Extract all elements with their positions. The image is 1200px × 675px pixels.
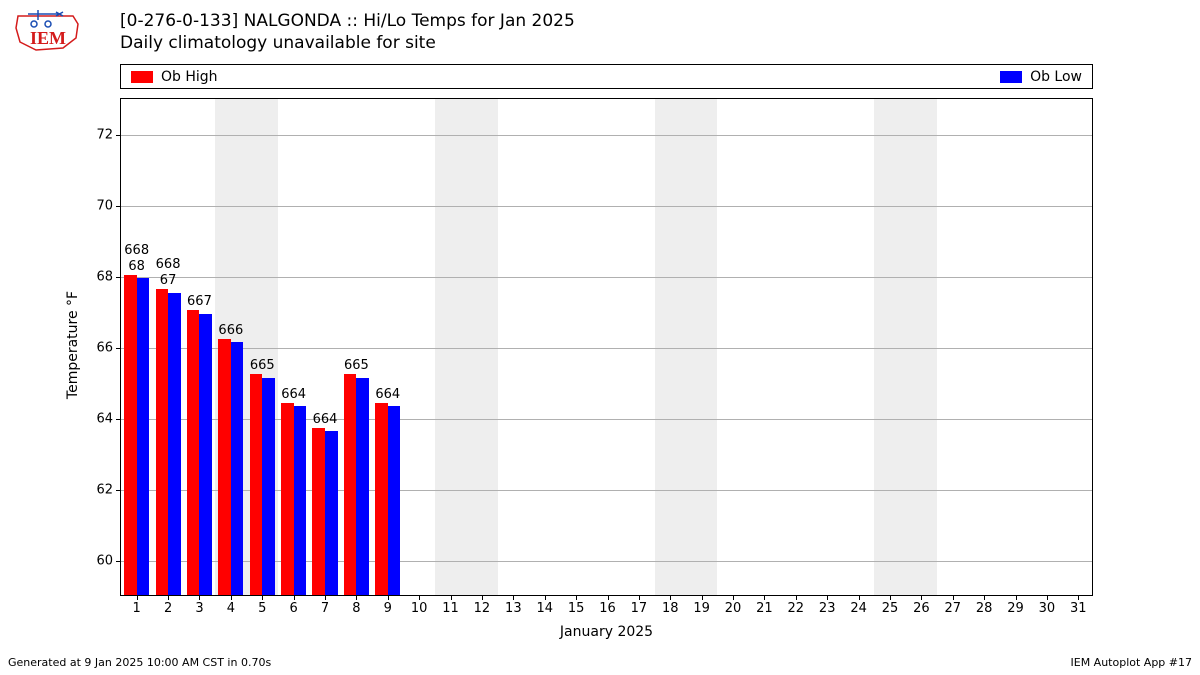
xtick-mark <box>733 595 734 600</box>
bar-low <box>199 314 212 595</box>
xtick-mark <box>859 595 860 600</box>
ytick-mark <box>116 135 121 136</box>
bar-high <box>375 403 388 595</box>
title-line-2: Daily climatology unavailable for site <box>120 32 575 54</box>
bar-high <box>187 310 200 595</box>
swatch-low <box>1000 71 1022 83</box>
bar-value-label: 667 <box>187 294 212 309</box>
bar-low <box>262 378 275 595</box>
bar-low <box>137 278 150 595</box>
xtick-mark <box>1078 595 1079 600</box>
footer-app: IEM Autoplot App #17 <box>1071 656 1193 669</box>
bar-high <box>250 374 263 595</box>
xtick-mark <box>639 595 640 600</box>
xtick-mark <box>199 595 200 600</box>
legend: Ob High Ob Low <box>120 64 1093 89</box>
bar-high <box>124 275 137 595</box>
ytick-mark <box>116 206 121 207</box>
xtick-mark <box>796 595 797 600</box>
ytick-mark <box>116 561 121 562</box>
bar-value-label: 664 <box>281 387 306 402</box>
bar-value-label: 666 <box>218 323 243 338</box>
bar-value-label: 67 <box>160 273 177 288</box>
xtick-mark <box>576 595 577 600</box>
gridline <box>121 348 1092 349</box>
bar-value-label: 68 <box>128 259 145 274</box>
xtick-mark <box>325 595 326 600</box>
y-axis-label: Temperature °F <box>65 291 81 399</box>
xtick-mark <box>356 595 357 600</box>
ytick-mark <box>116 419 121 420</box>
svg-text:IEM: IEM <box>30 28 66 48</box>
bar-low <box>356 378 369 595</box>
ytick-mark <box>116 490 121 491</box>
xtick-mark <box>294 595 295 600</box>
bar-low <box>168 293 181 595</box>
title-line-1: [0-276-0-133] NALGONDA :: Hi/Lo Temps fo… <box>120 10 575 32</box>
bar-high <box>281 403 294 595</box>
bar-value-label: 664 <box>375 387 400 402</box>
x-axis-label: January 2025 <box>120 624 1093 640</box>
gridline <box>121 277 1092 278</box>
bar-value-label: 668 <box>124 243 149 258</box>
xtick-mark <box>482 595 483 600</box>
bar-low <box>294 406 307 595</box>
xtick-mark <box>670 595 671 600</box>
ytick-mark <box>116 277 121 278</box>
xtick-mark <box>1047 595 1048 600</box>
xtick-mark <box>168 595 169 600</box>
bar-value-label: 665 <box>250 358 275 373</box>
xtick-mark <box>608 595 609 600</box>
footer-generated: Generated at 9 Jan 2025 10:00 AM CST in … <box>8 656 271 669</box>
xtick-mark <box>1016 595 1017 600</box>
bar-high <box>156 289 169 595</box>
bar-low <box>231 342 244 595</box>
plot-area: 6062646668707212345678910111213141516171… <box>120 98 1093 596</box>
xtick-mark <box>388 595 389 600</box>
bar-high <box>218 339 231 595</box>
xtick-mark <box>262 595 263 600</box>
weekend-shade <box>435 99 498 595</box>
xtick-mark <box>545 595 546 600</box>
bar-high <box>312 428 325 595</box>
xtick-mark <box>419 595 420 600</box>
legend-ob-low: Ob Low <box>1000 69 1092 85</box>
xtick-mark <box>890 595 891 600</box>
xtick-mark <box>827 595 828 600</box>
weekend-shade <box>655 99 718 595</box>
swatch-high <box>131 71 153 83</box>
bar-high <box>344 374 357 595</box>
xtick-mark <box>921 595 922 600</box>
bar-low <box>388 406 401 595</box>
ytick-mark <box>116 348 121 349</box>
iem-logo: IEM <box>8 6 88 56</box>
bar-value-label: 665 <box>344 358 369 373</box>
gridline <box>121 135 1092 136</box>
xtick-mark <box>137 595 138 600</box>
gridline <box>121 206 1092 207</box>
xtick-mark <box>231 595 232 600</box>
weekend-shade <box>874 99 937 595</box>
legend-ob-high: Ob High <box>121 69 218 85</box>
legend-low-label: Ob Low <box>1030 69 1082 85</box>
xtick-mark <box>764 595 765 600</box>
bar-low <box>325 431 338 595</box>
xtick-mark <box>451 595 452 600</box>
legend-high-label: Ob High <box>161 69 218 85</box>
xtick-mark <box>702 595 703 600</box>
xtick-mark <box>513 595 514 600</box>
chart-title: [0-276-0-133] NALGONDA :: Hi/Lo Temps fo… <box>120 10 575 54</box>
bar-value-label: 668 <box>156 257 181 272</box>
xtick-mark <box>984 595 985 600</box>
xtick-mark <box>953 595 954 600</box>
bar-value-label: 664 <box>313 412 338 427</box>
